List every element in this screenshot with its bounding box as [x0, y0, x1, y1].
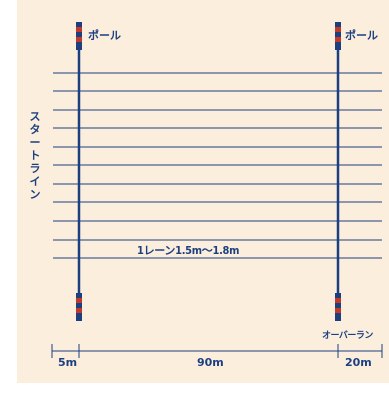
pole-label-left: ポール	[88, 29, 121, 42]
lane-width-label: 1レーン1.5m～1.8m	[137, 244, 240, 257]
overrun-distance-label: 20m	[345, 356, 372, 369]
pole-left-top-icon	[76, 22, 82, 50]
start-line-label: スタートライン	[29, 110, 41, 201]
pole-right-bottom-icon	[335, 293, 341, 321]
lane-lines	[53, 72, 382, 259]
pole-left-bottom-icon	[76, 293, 82, 321]
pole-right-top-icon	[335, 22, 341, 50]
vertical-lines	[77, 48, 340, 296]
dimension-line	[51, 344, 383, 358]
overrun-label: オーバーラン	[322, 331, 373, 341]
start-offset-label: 5m	[58, 356, 78, 369]
main-distance-label: 90m	[197, 356, 224, 369]
pole-label-right: ポール	[345, 29, 378, 42]
